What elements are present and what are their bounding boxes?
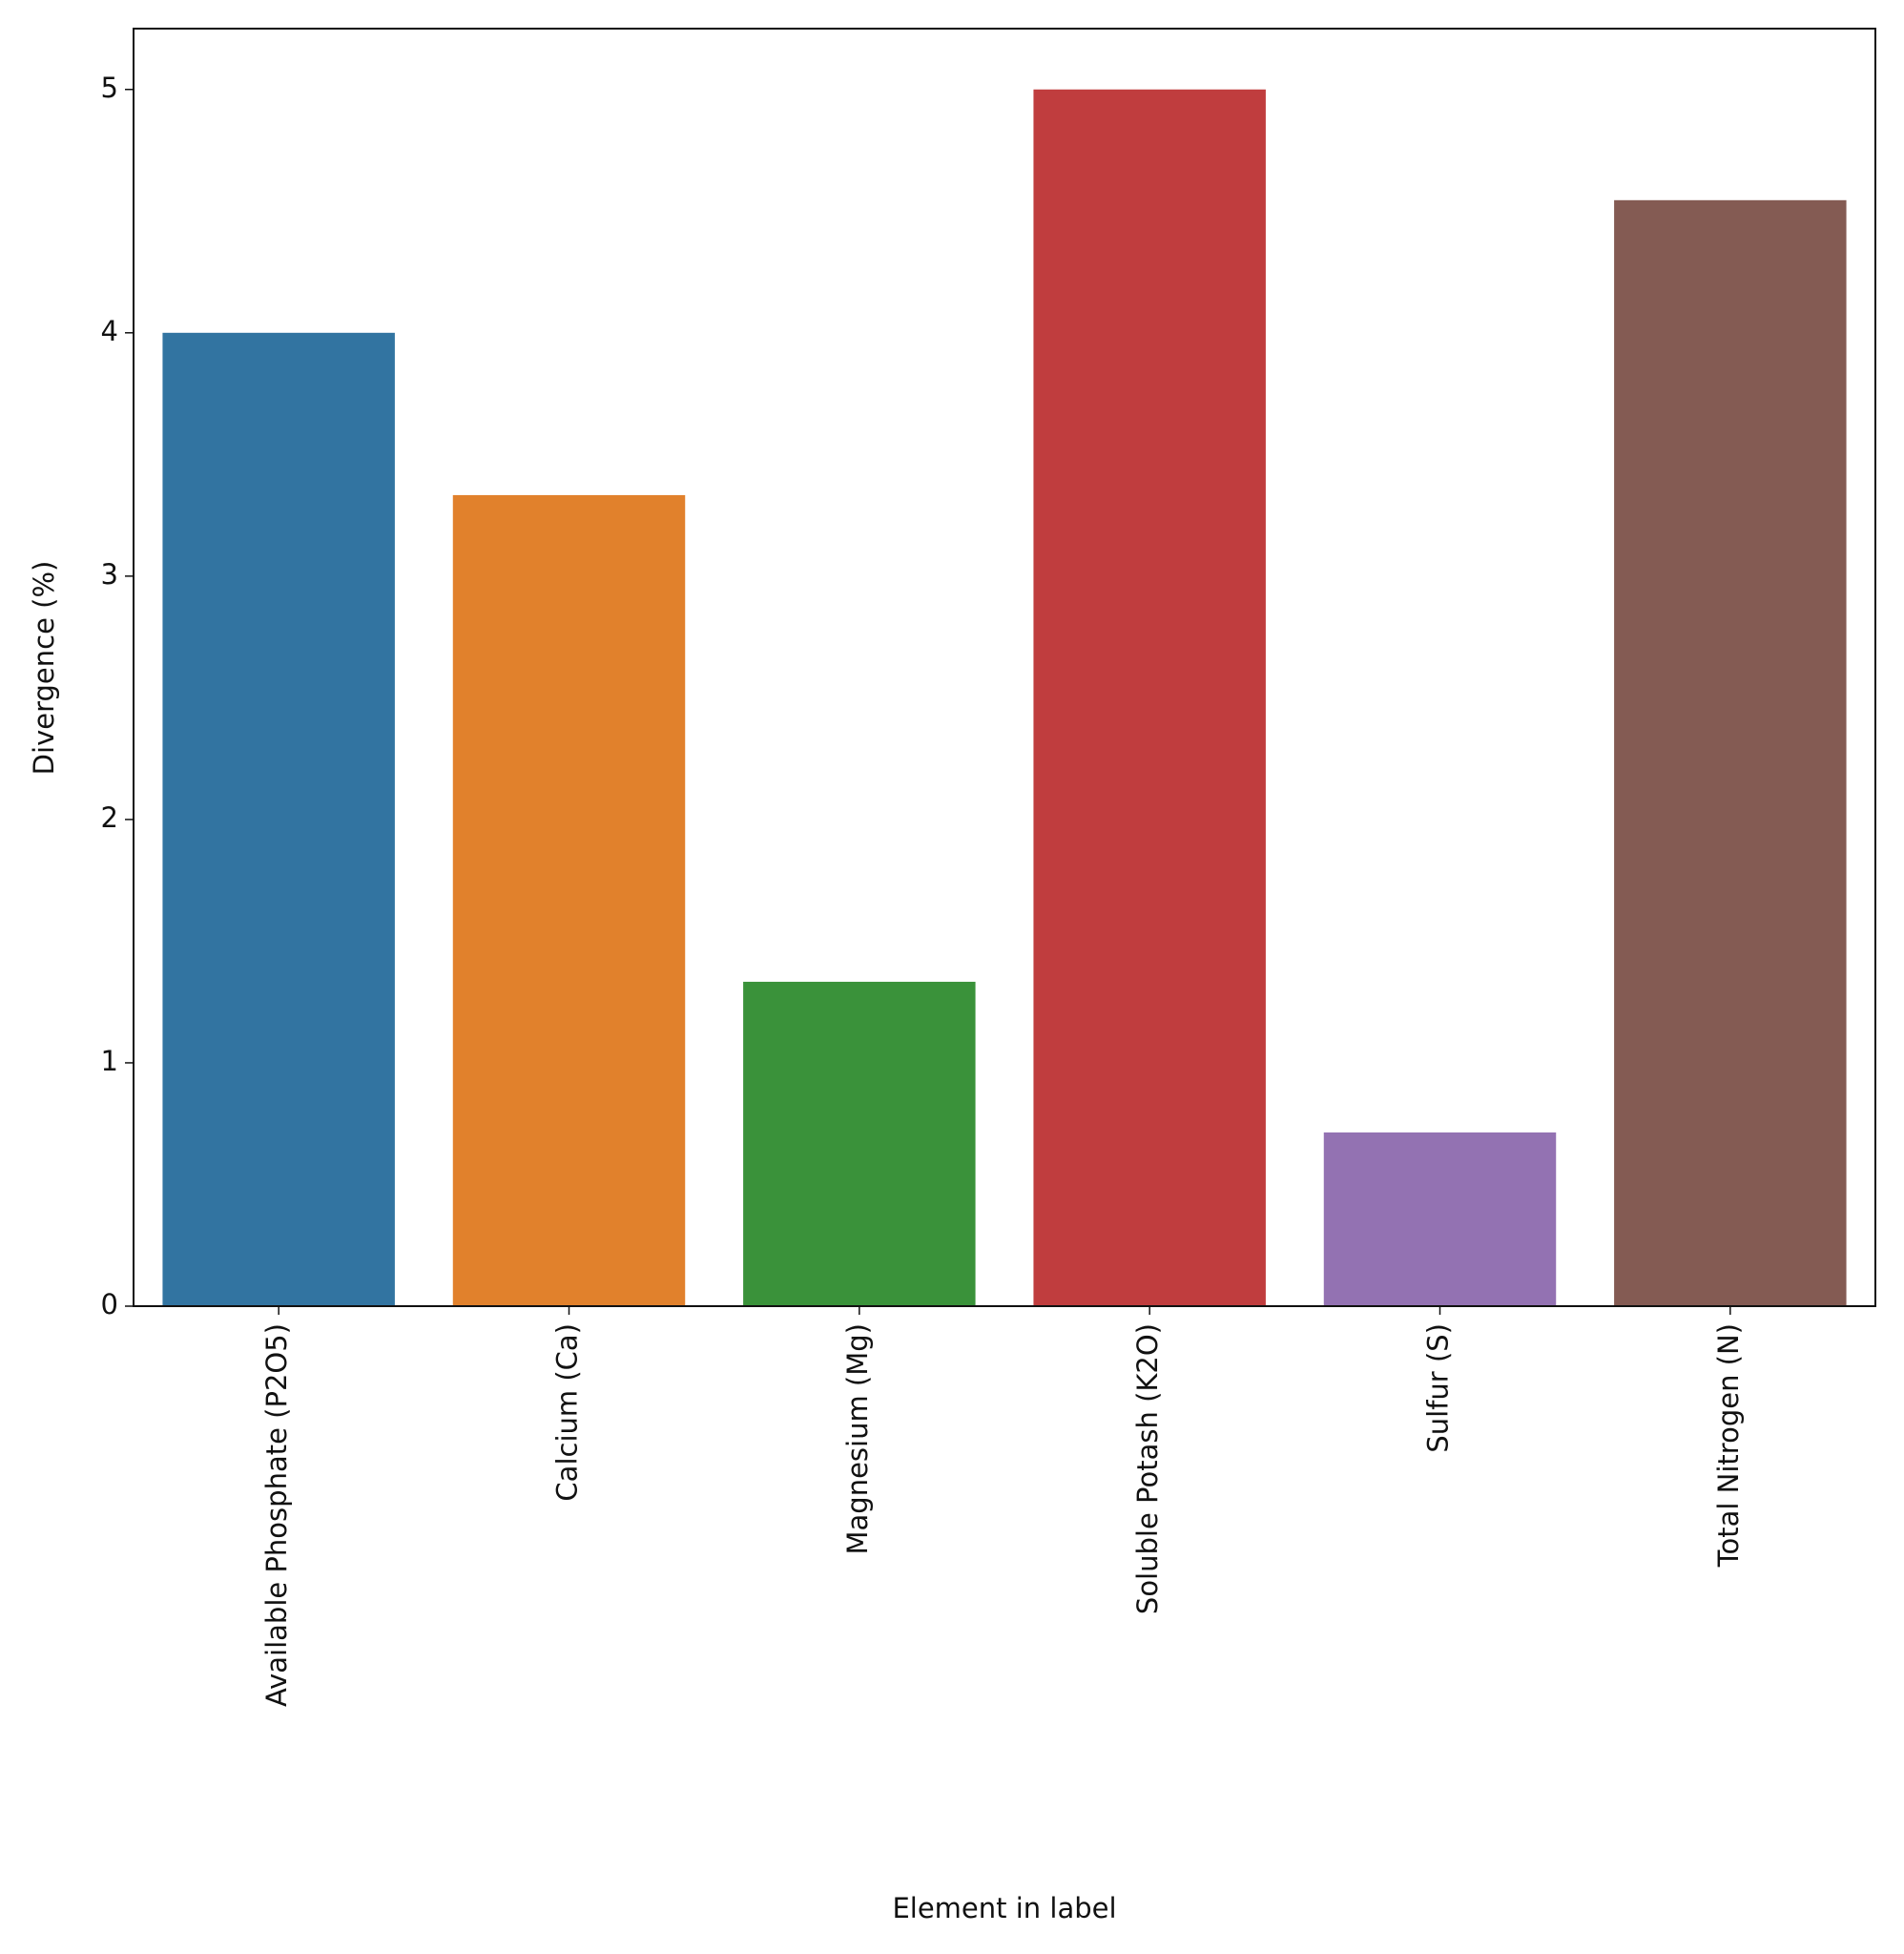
- x-tick-label: Available Phosphate (P2O5): [260, 1323, 293, 1707]
- bar: [1323, 1132, 1557, 1306]
- x-tick-label: Magnesium (Mg): [841, 1323, 874, 1555]
- x-tick-label: Total Nitrogen (N): [1712, 1323, 1745, 1568]
- y-tick-label: 1: [101, 1045, 118, 1077]
- y-tick-label: 5: [101, 72, 118, 104]
- x-tick-label: Soluble Potash (K2O): [1131, 1323, 1164, 1614]
- x-tick-label: Sulfur (S): [1422, 1323, 1455, 1453]
- x-axis-label: Element in label: [892, 1892, 1116, 1924]
- bar: [452, 494, 686, 1306]
- y-tick-label: 2: [101, 801, 118, 834]
- plot-frame: [133, 28, 1876, 1307]
- y-axis-label: Divergence (%): [28, 561, 60, 776]
- bar: [1614, 199, 1847, 1306]
- bar: [162, 332, 395, 1306]
- bar: [1033, 89, 1266, 1306]
- y-tick-label: 4: [101, 315, 118, 347]
- x-tick-label: Calcium (Ca): [551, 1323, 584, 1502]
- bar: [743, 982, 976, 1306]
- y-tick-label: 3: [101, 558, 118, 591]
- y-tick-label: 0: [101, 1288, 118, 1320]
